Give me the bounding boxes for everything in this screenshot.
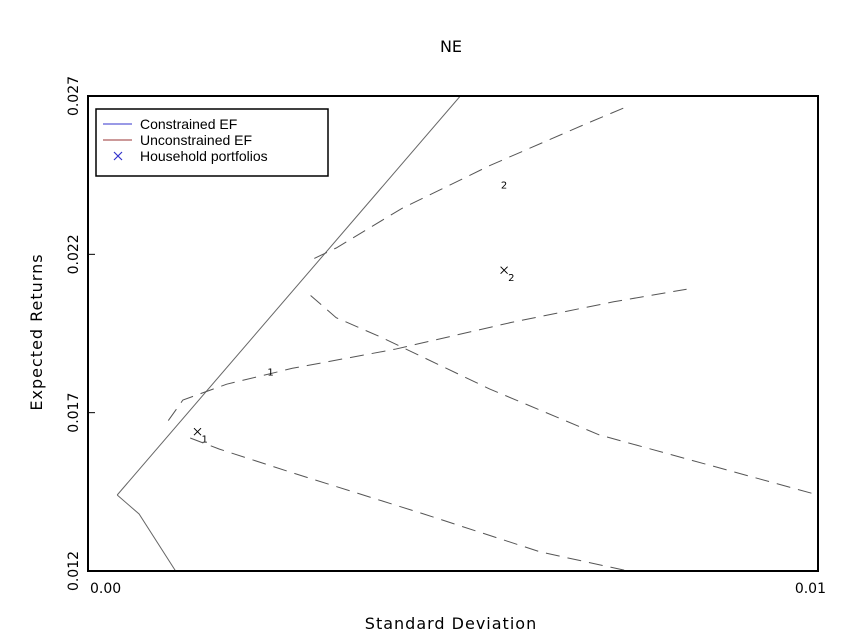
household-portfolio-marker-1 [193,427,202,436]
household-portfolio-marker-2 [500,266,508,275]
frontier-line-2 [116,494,177,571]
curve-label-2: 2 [501,181,507,192]
dashed-curve-4 [310,295,818,496]
household-portfolio-label-1: 1 [202,435,208,446]
curve-label-1: 1 [267,368,273,379]
y-tick-label-1: 0.012 [66,551,82,591]
y-tick-label-3: 0.022 [66,234,82,274]
legend-label-1: Constrained EF [140,116,237,132]
frontier-line-1 [116,96,461,496]
x-axis-title: Standard Deviation [365,614,537,633]
x-tick-label-1: 0.00 [90,581,121,597]
dashed-curve-5 [167,288,687,421]
household-portfolio-label-2: 2 [508,273,514,284]
chart-title: NE [440,37,462,56]
y-tick-label-2: 0.017 [66,393,82,433]
dashed-curve-6 [190,437,629,571]
plot-area: 1 2 1 2 0.012 0.017 0.022 0.027 0.00 0.01 Constrai… [66,76,826,597]
y-axis-title: Expected Returns [27,253,46,410]
legend-label-3: Household portfolios [140,148,268,164]
dashed-curve-3 [314,105,629,259]
plot-frame [87,95,819,572]
x-tick-label-2: 0.01 [795,581,826,597]
legend-box [95,108,329,177]
legend-swatch-3 [113,151,123,161]
y-tick-label-4: 0.027 [66,76,82,116]
legend-label-2: Unconstrained EF [140,132,252,148]
series-group [116,96,818,571]
